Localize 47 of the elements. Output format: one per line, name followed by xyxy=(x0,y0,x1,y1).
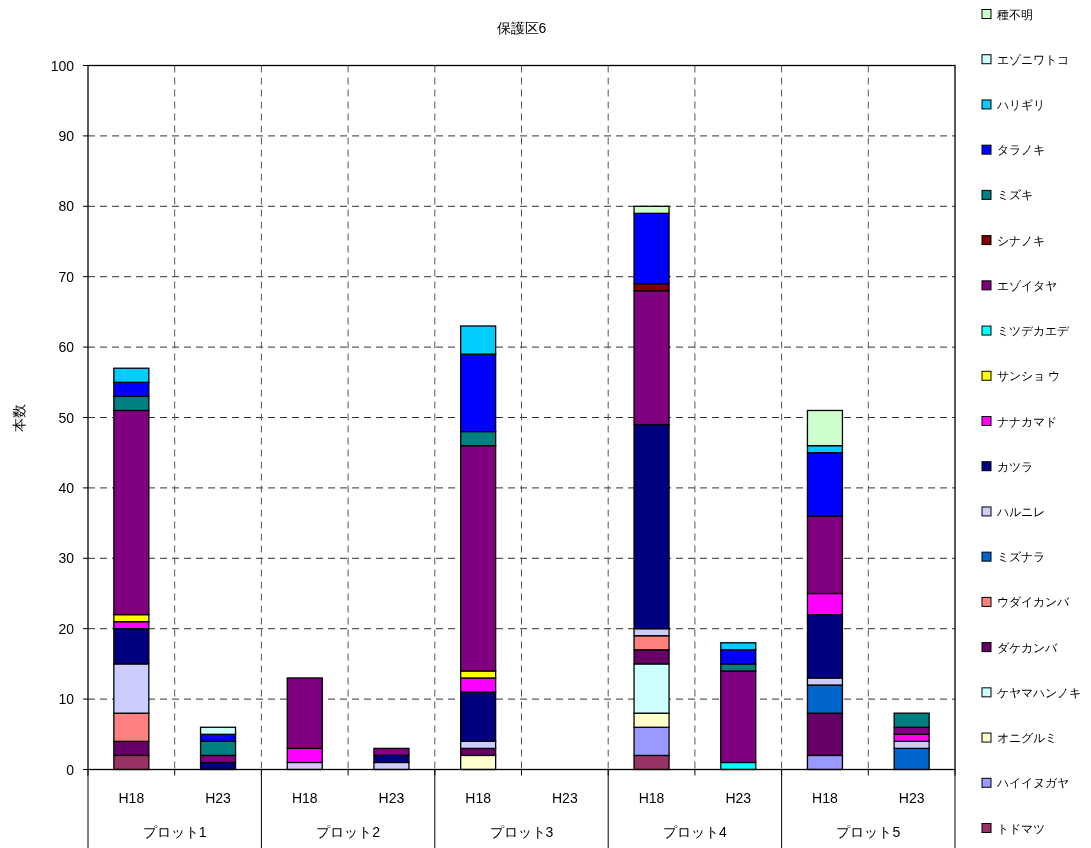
x-tick-label: H18 xyxy=(118,789,145,806)
y-axis-title: 本数 xyxy=(11,403,27,432)
x-tick-label: H18 xyxy=(638,789,665,806)
legend-label: ハイイヌガヤ xyxy=(996,776,1069,791)
legend-label: ミズナラ xyxy=(997,550,1045,565)
y-tick-label: 30 xyxy=(58,550,75,567)
y-tick-label: 20 xyxy=(58,620,75,637)
x-tick-label: H23 xyxy=(552,789,578,806)
x-tick-label: H23 xyxy=(725,789,752,806)
text: プロット4 xyxy=(663,823,727,840)
legend-label: ケヤマハンノキ xyxy=(997,685,1081,700)
y-tick-label: 10 xyxy=(58,691,75,708)
legend-label: カツラ xyxy=(997,459,1033,474)
text: プロット2 xyxy=(316,823,381,840)
x-tick-label: H18 xyxy=(812,789,838,806)
legend-label: ナナカマド xyxy=(997,414,1057,429)
text: プロット5 xyxy=(836,823,901,840)
y-tick-label: 40 xyxy=(58,479,75,496)
legend-label: ミツデカエデ xyxy=(997,324,1070,339)
legend-label: オニグルミ xyxy=(997,731,1057,746)
y-tick-label: 0 xyxy=(66,761,75,778)
y-tick-label: 70 xyxy=(58,268,75,285)
y-tick-label: 60 xyxy=(58,339,75,356)
text: プロット1 xyxy=(142,823,207,840)
text: プロット3 xyxy=(489,823,554,840)
x-tick-label: H23 xyxy=(378,789,405,806)
y-tick-label: 50 xyxy=(58,409,75,426)
legend-label: ダケカンバ xyxy=(997,640,1058,655)
x-tick-label: H18 xyxy=(291,789,318,806)
legend-label: エゾイタヤ xyxy=(997,278,1057,293)
x-tick-label: H18 xyxy=(465,789,492,806)
legend-label: ハルニレ xyxy=(996,504,1045,519)
legend-label: ミズキ xyxy=(997,188,1033,203)
x-tick-label: H23 xyxy=(898,789,925,806)
legend-label: ウダイカンバ xyxy=(997,595,1070,610)
y-tick-label: 100 xyxy=(50,57,75,74)
legend-label: サンショ ウ xyxy=(997,369,1061,384)
y-tick-label: 80 xyxy=(58,198,75,215)
legend-label: 種不明 xyxy=(997,7,1033,22)
x-tick-label: H23 xyxy=(205,789,232,806)
legend-label: ハリギリ xyxy=(996,97,1045,112)
chart-title: 保護区6 xyxy=(496,20,547,36)
legend-label: トドマツ xyxy=(997,821,1045,836)
legend-label: シナノキ xyxy=(997,233,1045,248)
y-tick-label: 90 xyxy=(58,127,75,144)
legend-label: タラノキ xyxy=(997,143,1045,158)
legend-label: エゾニワトコ xyxy=(997,52,1069,67)
